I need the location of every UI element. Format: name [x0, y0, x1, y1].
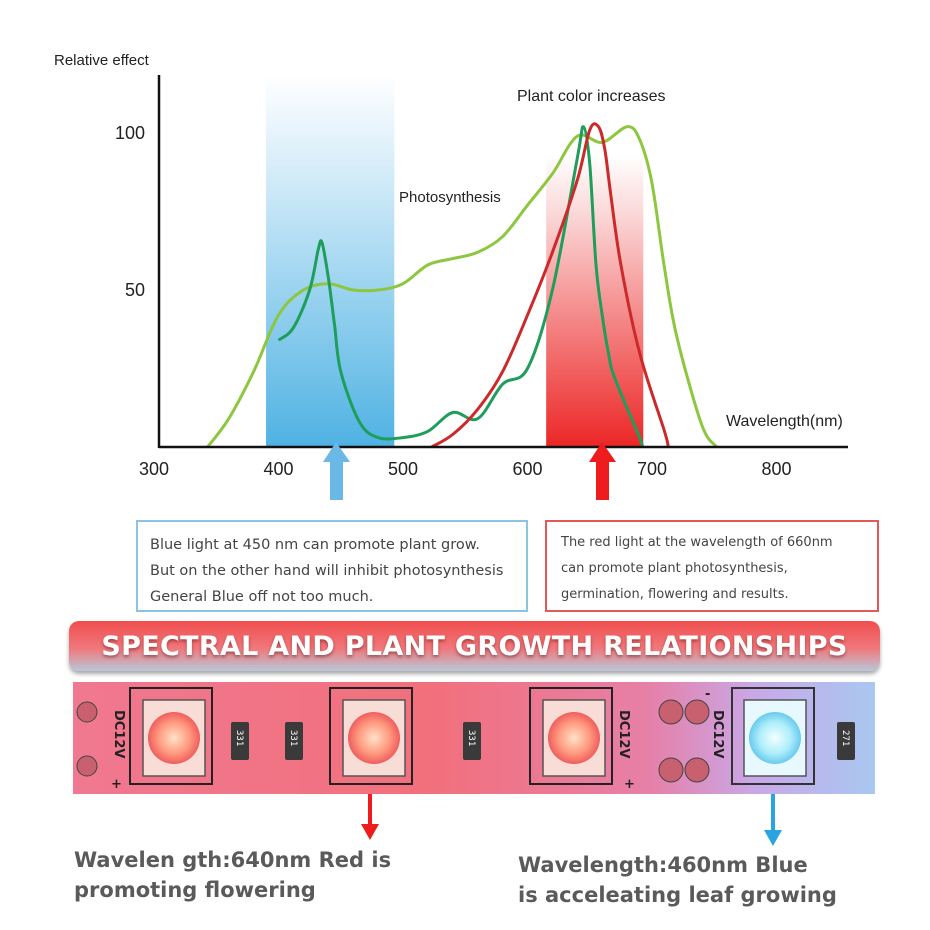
solder-pad	[76, 701, 98, 723]
blue-down-arrow	[764, 794, 782, 846]
red-caption: Wavelen gth:640nm Red is promoting flowe…	[74, 845, 391, 905]
solder-pad	[76, 755, 98, 777]
y-tick-label: 100	[115, 123, 145, 143]
resistor	[837, 722, 855, 760]
blue-arrow	[323, 442, 350, 500]
plus-sign: +	[111, 777, 122, 792]
red-info-line-3: germination, flowering and results.	[561, 587, 789, 602]
red-down-arrow	[361, 794, 379, 840]
plus-sign: +	[624, 777, 635, 792]
resistor-label: 331	[234, 730, 244, 746]
x-tick-label: 600	[512, 459, 542, 479]
banner-title: SPECTRAL AND PLANT GROWTH RELATIONSHIPS	[101, 630, 848, 662]
x-tick-label: 700	[637, 459, 667, 479]
red-caption-line-2: promoting flowering	[74, 878, 316, 902]
resistor-label: 271	[840, 730, 850, 746]
solder-pad	[684, 757, 710, 783]
solder-pad	[658, 699, 684, 725]
resistor	[463, 722, 481, 760]
led-strip-photo: 331 331 331 271 DC12V DC12V DC12V + + -	[73, 682, 875, 794]
blue-light-info-box: Blue light at 450 nm can promote plant g…	[136, 520, 528, 612]
red-arrow	[589, 442, 616, 500]
x-tick-label: 400	[263, 459, 293, 479]
blue-caption-line-2: is acceleating leaf growing	[518, 883, 837, 907]
led-red-1	[129, 687, 213, 785]
x-axis-label: Wavelength(nm)	[726, 413, 843, 430]
solder-pad	[684, 699, 710, 725]
x-tick-label: 300	[139, 459, 169, 479]
solder-pad	[658, 757, 684, 783]
blue-info-line-2: But on the other hand will inhibit photo…	[150, 563, 504, 579]
x-tick-label: 500	[388, 459, 418, 479]
dc12v-label: DC12V	[710, 710, 725, 758]
blue-caption-line-1: Wavelength:460nm Blue	[518, 853, 808, 877]
red-light-info-box: The red light at the wavelength of 660nm…	[545, 520, 879, 612]
y-axis-label: Relative effect	[54, 52, 150, 69]
dc12v-label: DC12V	[111, 710, 126, 758]
dark-green-series-line	[277, 125, 644, 449]
resistor-label: 331	[288, 730, 298, 746]
red-info-line-1: The red light at the wavelength of 660nm	[561, 535, 833, 550]
resistor	[285, 722, 303, 760]
blue-band	[266, 75, 395, 447]
red-info-line-2: can promote plant photosynthesis,	[561, 561, 788, 576]
led-red-2	[329, 687, 413, 785]
blue-caption: Wavelength:460nm Blue is acceleating lea…	[518, 850, 837, 910]
dc12v-label: DC12V	[616, 710, 631, 758]
title-banner: SPECTRAL AND PLANT GROWTH RELATIONSHIPS	[69, 621, 880, 671]
plant-color-annotation: Plant color increases	[517, 88, 666, 105]
blue-info-line-3: General Blue off not too much.	[150, 589, 374, 605]
x-tick-label: 800	[761, 459, 791, 479]
resistor-label: 331	[466, 730, 476, 746]
resistor	[231, 722, 249, 760]
blue-info-line-1: Blue light at 450 nm can promote plant g…	[150, 537, 480, 553]
minus-sign: -	[705, 687, 710, 702]
strip-arrows	[361, 794, 782, 846]
y-tick-label: 50	[125, 280, 145, 300]
led-blue	[731, 687, 815, 785]
led-red-3	[529, 687, 613, 785]
light-green-series-line	[206, 125, 718, 448]
photosynthesis-annotation: Photosynthesis	[399, 189, 501, 206]
red-caption-line-1: Wavelen gth:640nm Red is	[74, 848, 392, 872]
red-series-line	[430, 122, 670, 449]
